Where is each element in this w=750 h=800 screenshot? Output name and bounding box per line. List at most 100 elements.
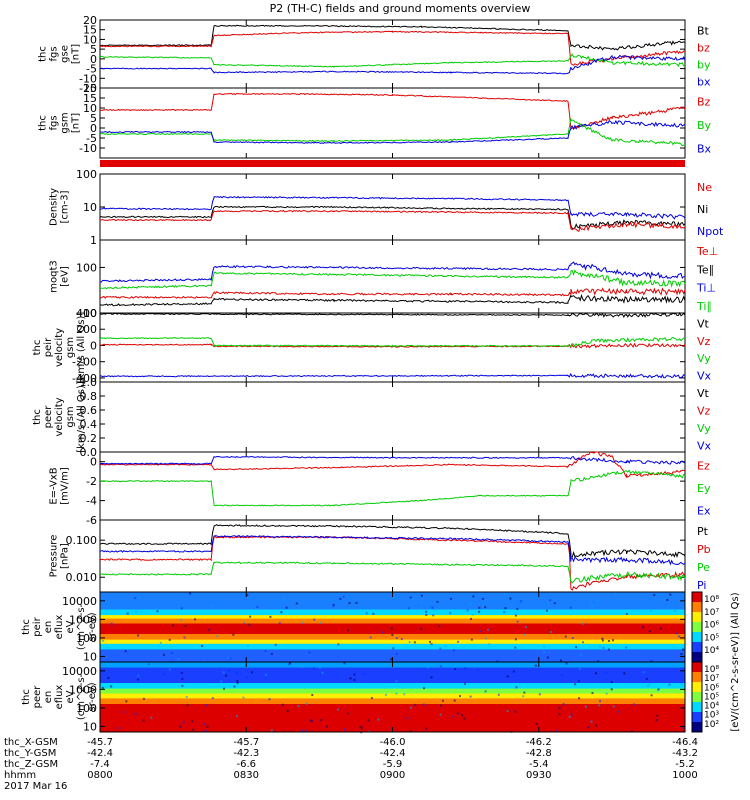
peir_spec-noise (420, 628, 422, 630)
peer_spec-noise (183, 721, 185, 723)
peer_spec-noise (566, 663, 568, 665)
peer_spec-noise (578, 697, 580, 699)
peir_spec-ylabel: (cm^2-s- (76, 603, 87, 650)
peer_spec-noise (169, 668, 171, 670)
peir_spec-noise (249, 616, 251, 618)
peir_spec-band (100, 619, 685, 624)
fgs_gsm-ytick-label: -10 (79, 142, 97, 155)
colorbar-tick: 10⁷ (704, 608, 719, 618)
peer_spec-noise (561, 674, 563, 676)
peir_spec-noise (396, 637, 398, 639)
peer_spec-noise (368, 719, 370, 721)
peir_spec-noise (642, 626, 644, 628)
peer_spec-noise (539, 693, 541, 695)
peer_spec-noise (395, 693, 397, 695)
peir_spec-band (100, 640, 685, 645)
peir_spec-noise (554, 602, 556, 604)
peer_spec-noise (646, 678, 648, 680)
peir_spec-noise (450, 598, 452, 600)
colorbar-segment (692, 602, 702, 613)
legend-by: by (697, 59, 711, 72)
peir_spec-noise (660, 628, 662, 630)
peir_spec-noise (470, 618, 472, 620)
peir_spec-noise (467, 609, 469, 611)
peir_spec-noise (343, 596, 345, 598)
peir_spec-noise (614, 592, 616, 594)
peir_spec-band (100, 615, 685, 619)
peir_spec-noise (471, 639, 473, 641)
legend-Ti∥: Ti∥ (696, 300, 712, 313)
peir_spec-noise (356, 602, 358, 604)
peir_spec-ylabel: eflux (54, 615, 65, 640)
peir_spec-noise (487, 629, 489, 631)
density-ytick-label: 100 (76, 168, 97, 181)
peer_spec-noise (457, 712, 459, 714)
peir_spec-noise (509, 598, 511, 600)
peir_spec-noise (436, 601, 438, 603)
peir_spec-noise (194, 618, 196, 620)
series-density-Ne (100, 211, 685, 232)
peir_spec-noise (515, 615, 517, 617)
peir_spec-noise (570, 607, 572, 609)
date-label: 2017 Mar 16 (4, 781, 67, 792)
peir_spec-noise (201, 645, 203, 647)
plot-title: P2 (TH-C) fields and ground moments over… (270, 2, 531, 15)
peir_spec-noise (396, 653, 398, 655)
peir_spec-noise (421, 595, 423, 597)
peer_spec-noise (522, 695, 524, 697)
peer_spec-noise (228, 670, 230, 672)
peir_spec-noise (602, 647, 604, 649)
peir_spec-noise (392, 647, 394, 649)
peir_vel-ylabel: velocity (54, 328, 65, 367)
temperature-ylabel: moqt3 (49, 260, 60, 293)
fgs_gse-ylabel: fgs (49, 46, 60, 61)
peer_spec-noise (485, 690, 487, 692)
orbit-value: -7.4 (90, 759, 110, 770)
colorbar-segment (692, 712, 702, 723)
peir_spec-noise (565, 636, 567, 638)
peer_spec-noise (117, 727, 119, 729)
peer_spec-noise (599, 700, 601, 702)
legend-Vt: Vt (697, 318, 710, 331)
temperature-ylabel: [eV] (60, 266, 71, 287)
peer_spec-noise (181, 672, 183, 674)
peer_spec-noise (410, 707, 412, 709)
peir_spec-noise (472, 614, 474, 616)
peir_spec-noise (348, 602, 350, 604)
temperature-ytick-label: 100 (76, 261, 97, 274)
peer_spec-noise (223, 672, 225, 674)
peir_spec-noise (171, 652, 173, 654)
peir_spec-noise (212, 604, 214, 606)
peer_spec-noise (236, 715, 238, 717)
colorbar-tick: 10⁶ (704, 621, 719, 631)
peer_spec-noise (181, 678, 183, 680)
peer_spec-noise (454, 668, 456, 670)
peer_spec-noise (461, 714, 463, 716)
peir_spec-noise (135, 611, 137, 613)
legend-Vz: Vz (697, 335, 711, 348)
peir_spec-noise (488, 643, 490, 645)
peir_spec-noise (279, 622, 281, 624)
peer_spec-ytick-label: 10 (83, 720, 97, 733)
peir_vel-ylabel: peir (43, 337, 54, 357)
peir_spec-noise (669, 594, 671, 596)
peir_spec-noise (390, 658, 392, 660)
fgs_gse-frame (100, 20, 685, 88)
peir_spec-noise (591, 605, 593, 607)
peer_vel-ylabel: gsm (65, 406, 76, 427)
peir_spec-noise (432, 614, 434, 616)
peer_spec-noise (440, 705, 442, 707)
peir_spec-noise (515, 638, 517, 640)
peir_spec-ylabel: sr-eV) (87, 612, 98, 641)
peer_spec-noise (681, 683, 683, 685)
peer_spec-noise (558, 713, 560, 715)
peir_spec-noise (546, 610, 548, 612)
peer_vel-ylabel: [km/s (All Qs)] (76, 381, 87, 453)
peer_spec-noise (301, 730, 303, 732)
peir_spec-noise (582, 641, 584, 643)
peer_spec-noise (186, 696, 188, 698)
pressure-ylabel: [nPa] (60, 543, 71, 569)
separator-band (100, 160, 685, 167)
peer_spec-noise (464, 683, 466, 685)
density-ytick-label: 10 (83, 201, 97, 214)
